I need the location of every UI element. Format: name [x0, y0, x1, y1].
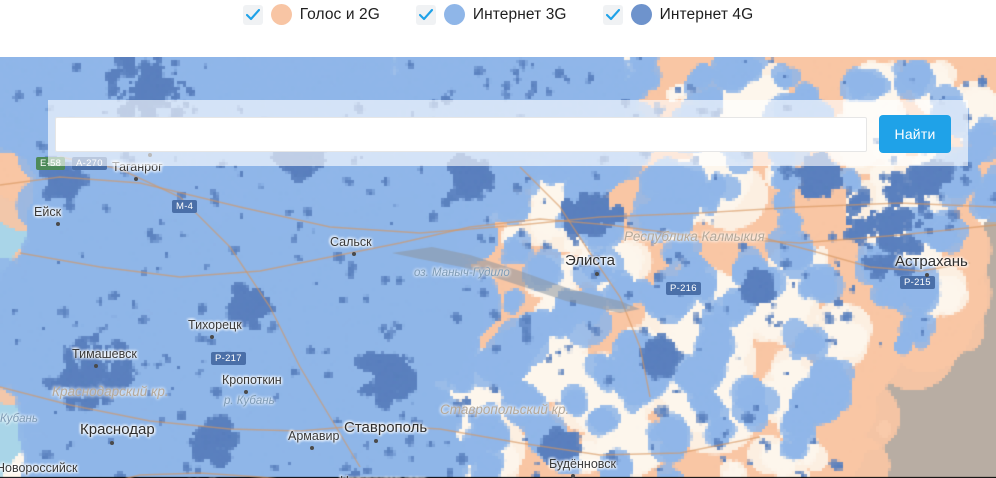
- legend-item-voice-2g[interactable]: Голос и 2G: [242, 4, 380, 25]
- checkbox-voice-2g[interactable]: [242, 4, 263, 25]
- checkbox-internet-4g[interactable]: [602, 4, 623, 25]
- search-input[interactable]: [55, 117, 867, 152]
- legend-label-internet-4g: Интернет 4G: [659, 5, 754, 23]
- check-icon: [418, 8, 433, 20]
- legend-label-internet-3g: Интернет 3G: [472, 5, 567, 23]
- checkbox-internet-3g[interactable]: [415, 4, 436, 25]
- legend-label-voice-2g: Голос и 2G: [299, 5, 380, 23]
- check-icon: [605, 8, 620, 20]
- check-icon: [245, 8, 260, 20]
- swatch-internet-4g: [630, 4, 652, 25]
- legend-item-internet-4g[interactable]: Интернет 4G: [602, 4, 754, 25]
- search-button[interactable]: Найти: [879, 115, 951, 153]
- legend-bar: Голос и 2G Интернет 3G Интерне: [0, 0, 996, 57]
- legend-items: Голос и 2G Интернет 3G Интерне: [242, 4, 754, 25]
- swatch-internet-3g: [443, 4, 465, 25]
- swatch-voice-2g: [270, 4, 292, 25]
- legend-item-internet-3g[interactable]: Интернет 3G: [415, 4, 567, 25]
